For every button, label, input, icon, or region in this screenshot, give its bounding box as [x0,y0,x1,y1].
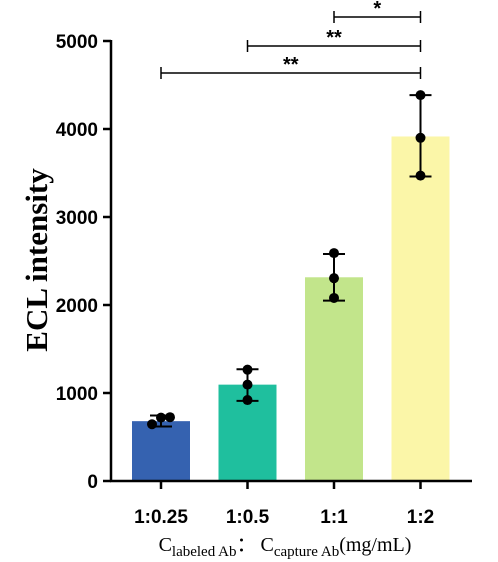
x-tick-label-2: 1:0.5 [226,507,270,528]
x-label-c2: C [260,534,273,556]
sig-label-1: * [373,0,381,20]
sig-label-3: ** [283,54,299,76]
x-label-sep: ： [236,534,256,556]
x-label-c2-sub: capture Ab [274,544,339,560]
data-points [147,90,426,430]
y-tick-label-3000: 3000 [56,208,98,229]
sig-label-2: ** [326,27,342,49]
data-point-3-3 [329,248,339,259]
data-point-3-2 [329,273,339,284]
x-label-c1: C [159,534,172,556]
x-label-c1-sub: labeled Ab [172,544,237,560]
data-point-4-1 [415,170,426,181]
data-point-1-2 [156,412,166,423]
bar-1 [132,421,190,481]
significance-brackets: ***** [160,0,422,79]
y-tick-label-1000: 1000 [56,384,98,405]
data-point-4-2 [415,132,426,143]
data-point-2-3 [242,364,253,375]
data-point-1-3 [165,412,175,423]
x-tick-label-4: 1:2 [407,507,434,528]
error-bars [150,94,432,428]
y-axis-label: ECL intensity [19,168,54,352]
x-label-unit: (mg/mL) [339,534,411,556]
bar-3 [305,277,363,481]
y-tick-label-4000: 4000 [56,120,98,141]
x-axis-label: Clabeled Ab： Ccapture Ab(mg/mL) [159,534,412,560]
data-point-3-1 [329,292,339,303]
data-point-2-1 [242,395,253,406]
bars [132,136,450,482]
data-point-4-3 [415,90,426,101]
x-tick-label-3: 1:1 [320,507,348,528]
y-tick-label-2000: 2000 [56,296,98,317]
x-tick-label-1: 1:0.25 [134,507,188,528]
bar-4 [391,136,450,482]
data-point-2-2 [242,379,253,390]
y-tick-label-0: 0 [87,472,98,493]
data-point-1-1 [147,419,157,430]
y-tick-label-5000: 5000 [56,32,98,53]
axes: 1:0.25 1:0.5 1:1 1:2 0 1000 2000 3000 4000 5000 [56,32,472,528]
